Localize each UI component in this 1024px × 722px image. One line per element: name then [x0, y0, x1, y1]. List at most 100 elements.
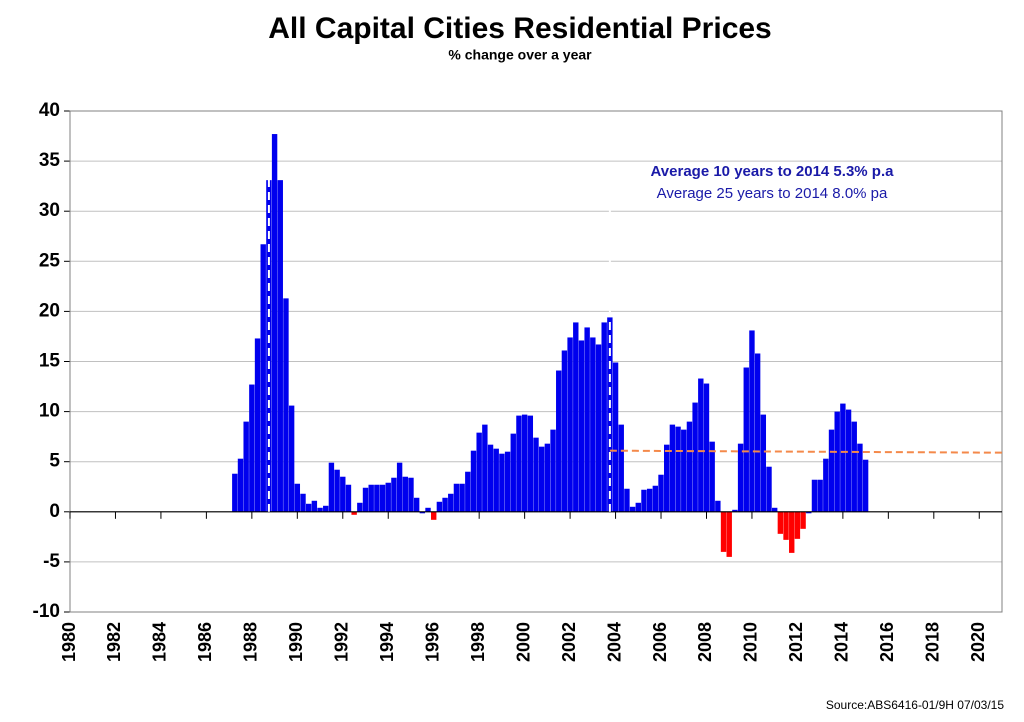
bar [425, 507, 431, 512]
y-tick-label: -5 [43, 551, 60, 572]
bar [431, 511, 437, 520]
x-tick-label: 2020 [968, 622, 988, 662]
bar [249, 384, 255, 512]
bar [635, 502, 641, 512]
bar [266, 180, 272, 512]
bar [385, 482, 391, 512]
bar [459, 483, 465, 512]
bar [754, 353, 761, 512]
x-tick-label: 2012 [786, 622, 806, 662]
bar [720, 511, 727, 552]
bar [732, 509, 738, 512]
bar [379, 484, 386, 512]
x-tick-label: 2010 [741, 622, 761, 662]
bar [544, 443, 551, 512]
bar [862, 459, 869, 512]
bar [493, 448, 499, 512]
source: Source:ABS6416-01/9H 07/03/15 [826, 698, 1004, 712]
x-tick-label: 1992 [332, 622, 352, 662]
bar [277, 180, 283, 512]
bar [715, 500, 721, 512]
bar [771, 507, 778, 512]
bar [345, 484, 352, 512]
bar [448, 493, 454, 512]
bar [828, 429, 835, 512]
y-tick-label: 10 [39, 401, 60, 422]
x-tick-label: 2016 [877, 622, 897, 662]
bar [260, 244, 266, 512]
bar [470, 450, 477, 512]
bar [595, 344, 602, 512]
bar [726, 511, 732, 557]
bar [817, 479, 823, 512]
x-tick-label: 1988 [241, 622, 261, 662]
bar [413, 497, 420, 512]
bar [794, 511, 801, 539]
annotation: Average 10 years to 2014 5.3% p.a [651, 163, 895, 180]
bar [845, 409, 852, 512]
bar [686, 421, 693, 512]
bar [499, 453, 505, 512]
bar [664, 444, 670, 512]
x-tick-label: 2002 [559, 622, 579, 662]
x-tick-label: 2014 [832, 622, 852, 662]
bar [556, 370, 562, 512]
bar [851, 421, 857, 512]
y-tick-label: 40 [39, 100, 60, 121]
bar [766, 466, 772, 512]
bar [283, 298, 289, 512]
bar [402, 476, 408, 512]
x-tick-label: 1990 [286, 622, 306, 662]
bar [436, 501, 443, 512]
bar [362, 487, 369, 512]
bar [681, 429, 687, 512]
x-tick-label: 1996 [422, 622, 442, 662]
bar [749, 330, 755, 512]
bar [840, 403, 846, 512]
bar [516, 415, 522, 512]
x-tick-label: 1998 [468, 622, 488, 662]
bar [538, 446, 545, 512]
bar [698, 378, 704, 512]
bar [351, 511, 357, 515]
bar [578, 340, 585, 512]
chart-subtitle: % change over a year [448, 47, 592, 63]
bar [340, 476, 346, 512]
bar [652, 485, 659, 512]
bar [487, 444, 494, 512]
annotation: Average 25 years to 2014 8.0% pa [657, 185, 888, 202]
bar [567, 337, 573, 512]
bar [305, 503, 312, 512]
bar [561, 350, 568, 512]
bar [300, 493, 306, 512]
bar [254, 338, 261, 512]
bar [533, 437, 539, 512]
x-tick-label: 1986 [195, 622, 215, 662]
bar [573, 322, 579, 512]
x-tick-label: 1994 [377, 622, 397, 662]
bar [669, 424, 676, 512]
bar [624, 488, 630, 512]
bar [646, 488, 653, 512]
bar [857, 443, 863, 512]
bar [271, 134, 278, 512]
x-tick-label: 2004 [604, 622, 624, 662]
x-tick-label: 1980 [59, 622, 79, 662]
bar [288, 405, 295, 512]
bar [760, 414, 767, 512]
bar [453, 483, 460, 512]
y-tick-label: -10 [33, 601, 60, 622]
bar [419, 511, 426, 514]
bar [294, 483, 301, 512]
y-tick-label: 25 [39, 250, 61, 271]
bar [550, 429, 556, 512]
bar [641, 489, 647, 512]
bar [465, 471, 471, 512]
bar [800, 511, 806, 529]
bar [243, 421, 249, 512]
bar [510, 433, 516, 512]
bar [328, 462, 335, 512]
bar [504, 451, 511, 512]
bar [709, 441, 715, 512]
bar [311, 500, 318, 512]
